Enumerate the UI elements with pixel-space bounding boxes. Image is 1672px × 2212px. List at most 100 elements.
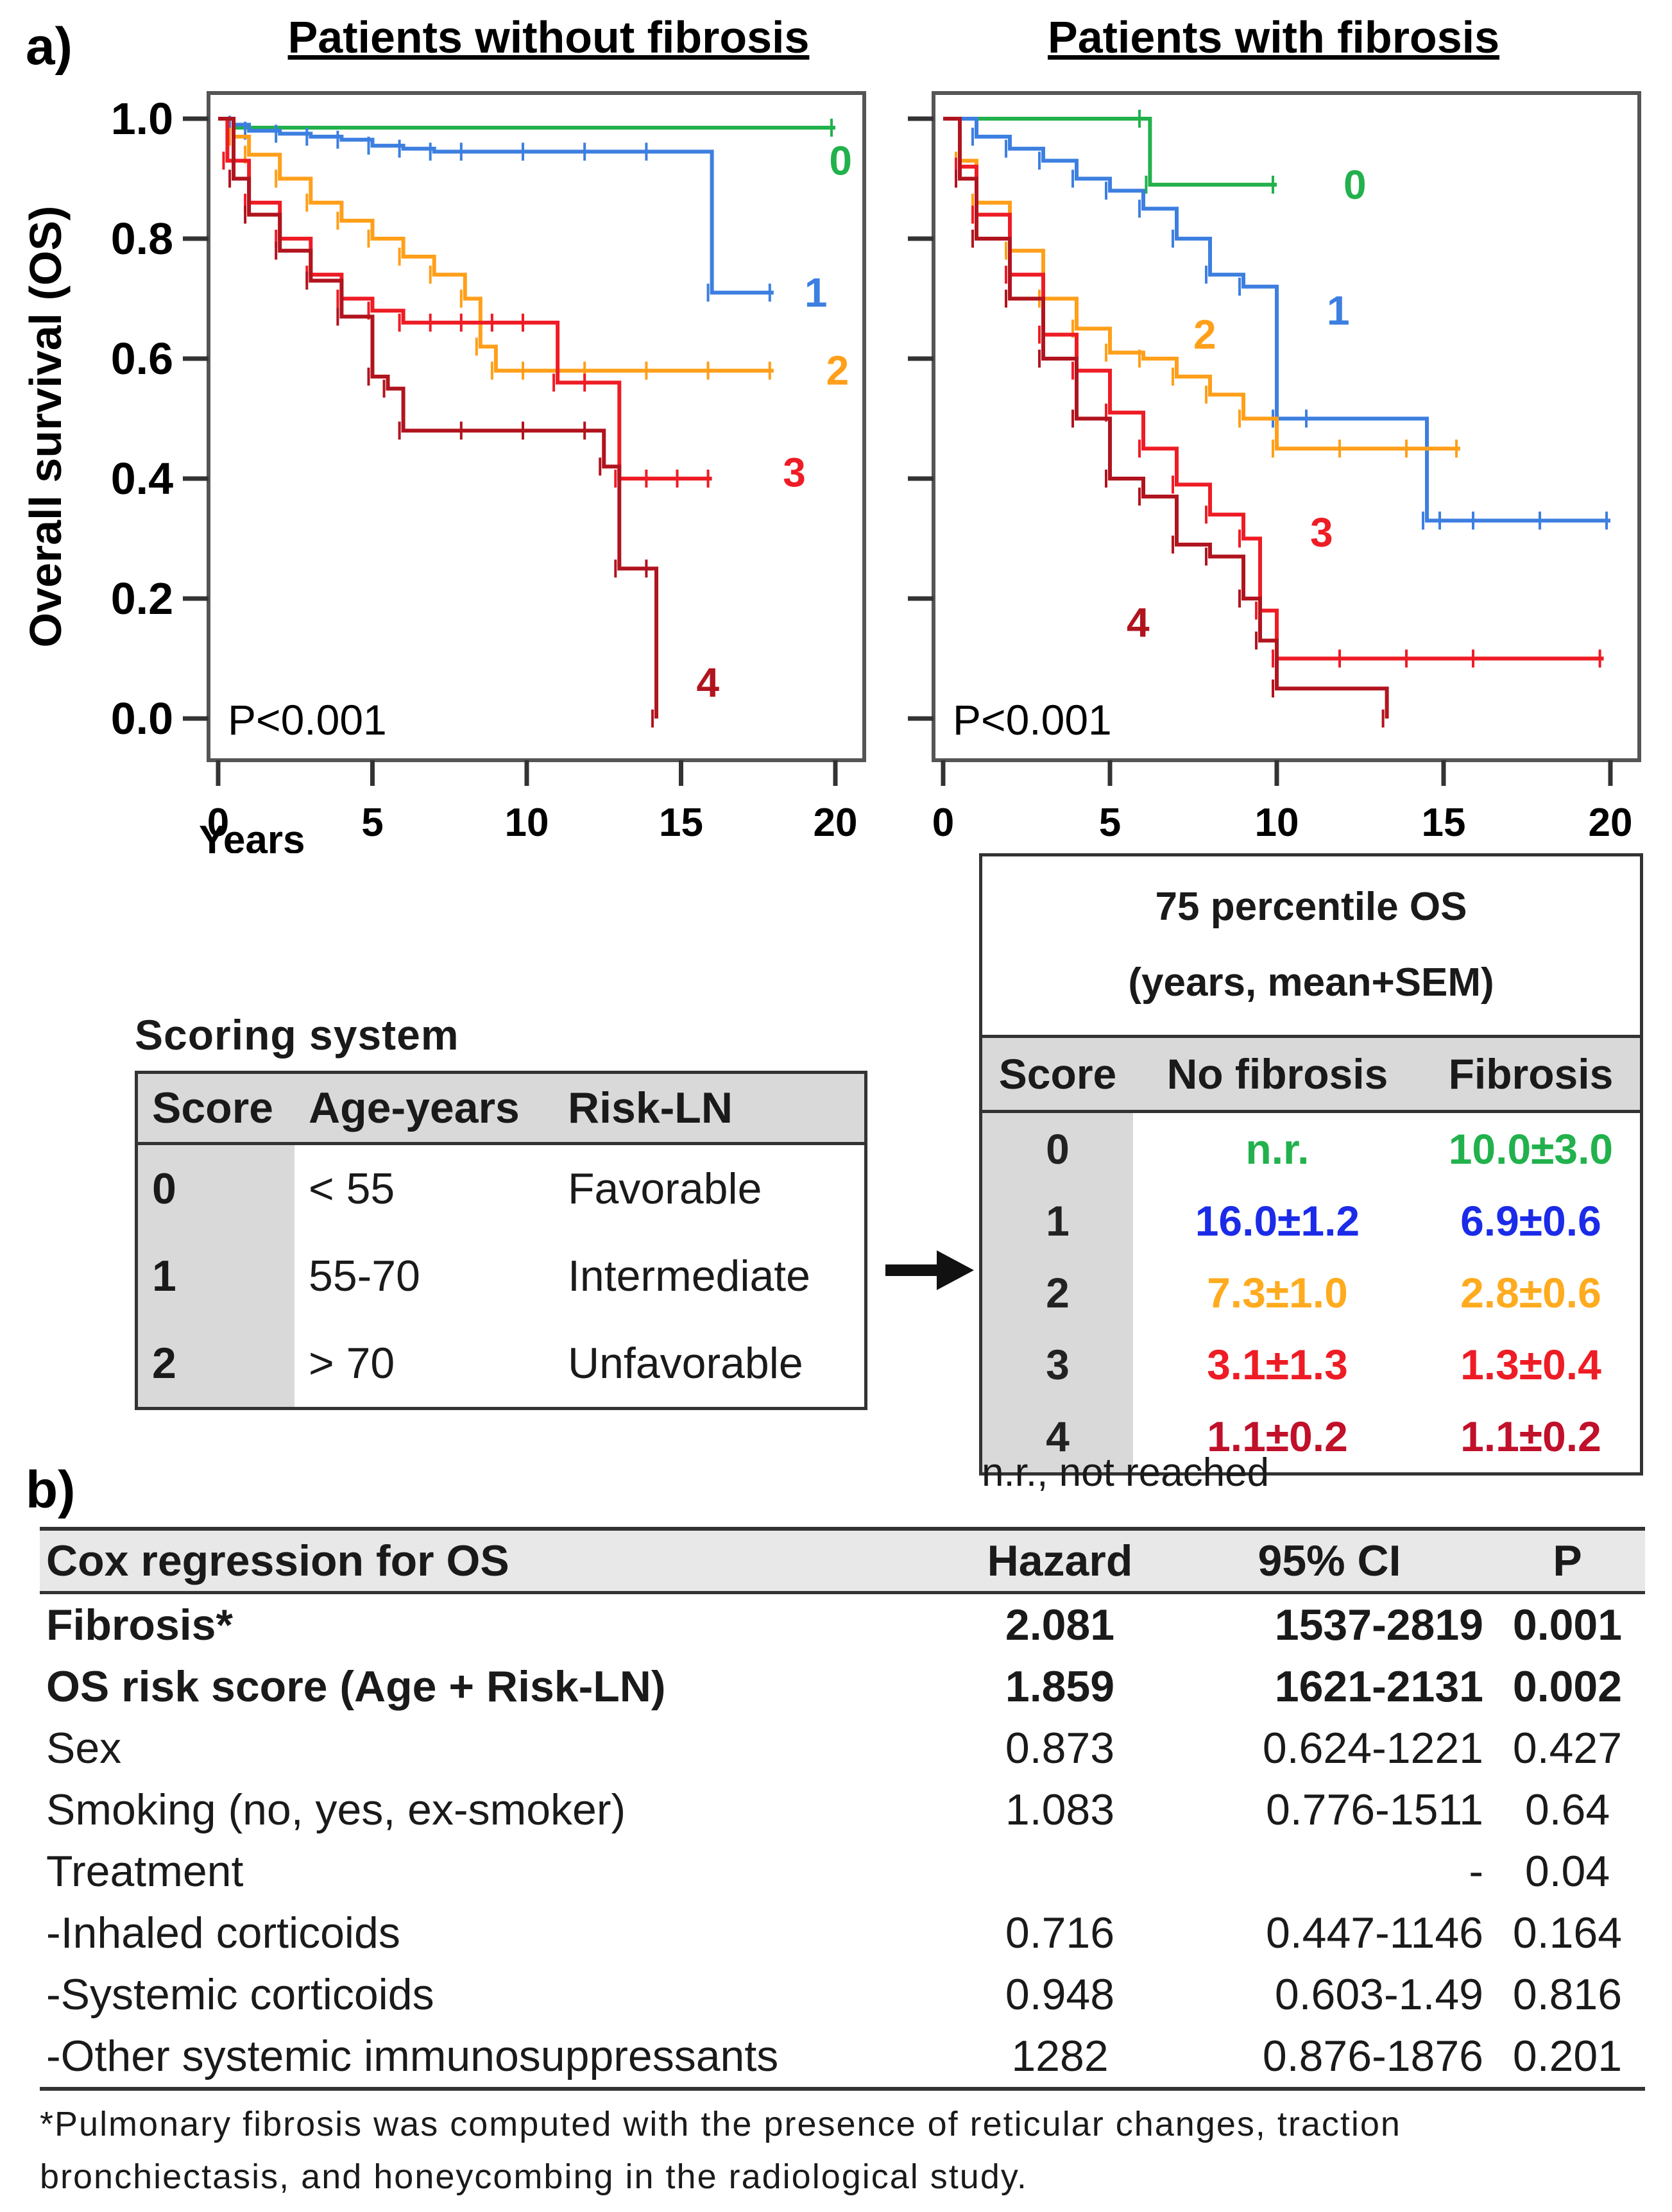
os-cell-no-fibrosis: 3.1±1.3 (1207, 1341, 1348, 1388)
cox-cell-hazard (951, 1841, 1169, 1902)
os-cell-fibrosis: 6.9±0.6 (1460, 1197, 1601, 1245)
cox-cell-label: -Inhaled corticoids (46, 1909, 400, 1957)
km-curve-score-0 (943, 117, 1277, 187)
cox-cell-label: Sex (46, 1724, 122, 1773)
cox-row: Sex 0.873 0.624-1221 0.427 (40, 1717, 1645, 1779)
cox-cell-label: Smoking (no, yes, ex-smoker) (46, 1785, 626, 1834)
p-value-label: P<0.001 (228, 696, 387, 744)
x-tick-label: 10 (1255, 801, 1299, 845)
curve-label-score-4: 4 (1127, 599, 1150, 645)
cox-row: Fibrosis* 2.081 1537-2819 0.001 (40, 1593, 1645, 1656)
os-cell-score: 0 (982, 1111, 1133, 1185)
scoring-system: Scoring system Score Age-years Risk-LN 0… (135, 1010, 867, 1410)
cox-row: -Other systemic immunosuppressants 1282 0.… (40, 2025, 1645, 2091)
km-curve-score-2 (943, 117, 1460, 451)
cox-row: -Inhaled corticoids 0.716 0.447-1146 0.164 (40, 1902, 1645, 1964)
cox-table: Cox regression for OS Hazard 95% CI P Fi… (40, 1527, 1645, 2091)
cox-cell-hazard: 0.716 (1005, 1909, 1115, 1957)
os-table-title-line2: (years, mean+SEM) (1128, 960, 1494, 1005)
scoring-header: Risk-LN (554, 1072, 866, 1145)
y-tick-label: 0.8 (111, 214, 173, 264)
cox-cell-label: -Other systemic immunosuppressants (40, 2025, 951, 2091)
y-axis-label: Overall survival (OS) (21, 206, 71, 648)
cox-cell-label: -Systemic corticoids (46, 1970, 434, 2019)
os-cell-fibrosis: 2.8±0.6 (1460, 1269, 1601, 1316)
os-cell-score: 3 (982, 1329, 1133, 1400)
score-cell: 0 (136, 1143, 294, 1232)
age-cell: > 70 (309, 1339, 395, 1388)
x-tick-label: 0 (932, 801, 954, 845)
panel-b-label: b) (26, 1461, 75, 1519)
cox-cell-hazard: 0.948 (1005, 1970, 1115, 2019)
curve-label-score-1: 1 (805, 269, 828, 316)
cox-cell-label: Treatment (46, 1847, 244, 1896)
score-cell: 2 (136, 1320, 294, 1409)
chart-title: Patients with fibrosis (1048, 12, 1499, 62)
curve-label-score-0: 0 (829, 137, 852, 183)
os-row: 3 3.1±1.3 1.3±0.4 (982, 1329, 1640, 1400)
y-tick-label: 0.6 (111, 334, 173, 384)
cox-row: Treatment -0.04 (40, 1841, 1645, 1902)
plot-frame (932, 91, 1641, 762)
cox-cell-hazard: 1.083 (1005, 1785, 1115, 1834)
cox-footnote: *Pulmonary fibrosis was computed with th… (40, 2105, 1401, 2196)
cox-header: P (1490, 1527, 1645, 1594)
km-curve-score-2 (218, 117, 774, 373)
os-cell-no-fibrosis: 16.0±1.2 (1195, 1197, 1360, 1245)
os-cell-score: 4 (982, 1400, 1133, 1472)
y-tick-label: 0.0 (111, 693, 173, 744)
chart-title: Patients without fibrosis (288, 12, 810, 62)
cox-cell-p: 0.816 (1512, 1970, 1623, 2019)
cox-cell-ci: 0.624-1221 (1262, 1724, 1483, 1773)
curve-label-score-3: 3 (783, 450, 806, 496)
os-cell-no-fibrosis: 7.3±1.0 (1207, 1269, 1348, 1316)
cox-row: -Systemic corticoids 0.948 0.603-1.49 0.816 (40, 1964, 1645, 2025)
cox-cell-ci: 0.603-1.49 (1274, 1970, 1483, 2019)
scoring-title: Scoring system (135, 1011, 459, 1059)
cox-cell-p: 0.002 (1512, 1662, 1623, 1711)
x-tick-label: 20 (814, 801, 858, 845)
os-header: Score (982, 1038, 1133, 1113)
os-table-title: 75 percentile OS (years, mean+SEM) (982, 856, 1640, 1038)
os-row: 1 16.0±1.2 6.9±0.6 (982, 1185, 1640, 1257)
cox-row: Smoking (no, yes, ex-smoker) 1.083 0.776-1… (40, 1779, 1645, 1841)
panel-a-label: a) (26, 17, 73, 76)
x-tick-label: 20 (1589, 801, 1633, 845)
km-curve-score-3 (943, 117, 1604, 661)
km-curve-score-3 (218, 117, 712, 481)
cox-cell-hazard: 1.859 (1005, 1662, 1115, 1711)
curve-label-score-2: 2 (1193, 312, 1216, 358)
nr-footnote: n.r., not reached (982, 1451, 1270, 1495)
os-cell-score: 2 (982, 1257, 1133, 1329)
os-row: 0 n.r. 10.0±3.0 (982, 1111, 1640, 1185)
y-tick-label: 0.2 (111, 574, 173, 624)
curve-label-score-3: 3 (1310, 509, 1333, 556)
cox-cell-ci: 1537-2819 (1274, 1601, 1483, 1649)
os-cell-no-fibrosis: 1.1±0.2 (1207, 1413, 1348, 1460)
plot-frame (207, 91, 866, 762)
curve-label-score-0: 0 (1344, 162, 1367, 208)
cox-cell-p: 0.04 (1524, 1847, 1610, 1896)
y-tick-label: 1.0 (111, 94, 173, 144)
cox-cell-ci: 0.876-1876 (1169, 2025, 1490, 2091)
x-tick-label: 15 (659, 801, 703, 845)
km-chart-1: Patients with fibrosis 0 5 10 15 20 P<0.001 0 1 2… (908, 12, 1641, 845)
os-cell-score: 1 (982, 1185, 1133, 1257)
cox-regression: Cox regression for OS Hazard 95% CI P Fi… (40, 1527, 1645, 2091)
km-curve-score-1 (218, 117, 774, 295)
cox-row: OS risk score (Age + Risk-LN) 1.859 1621-2… (40, 1656, 1645, 1717)
os-cell-fibrosis: 1.1±0.2 (1460, 1413, 1601, 1460)
cox-cell-p: 0.001 (1512, 1601, 1623, 1649)
cox-header-row: Cox regression for OS Hazard 95% CI P (40, 1527, 1645, 1594)
age-cell: 55-70 (309, 1252, 420, 1300)
curve-label-score-4: 4 (697, 659, 720, 706)
cox-cell-hazard: 1282 (951, 2025, 1169, 2091)
cox-cell-hazard: 2.081 (1005, 1601, 1115, 1649)
os-cell-no-fibrosis: n.r. (1245, 1125, 1309, 1173)
panel-b-label-box: b) (26, 1461, 75, 1519)
cox-cell-ci: 0.447-1146 (1265, 1909, 1483, 1957)
score-cell: 1 (136, 1232, 294, 1320)
risk-cell: Favorable (568, 1164, 762, 1213)
os-row: 4 1.1±0.2 1.1±0.2 (982, 1400, 1640, 1472)
